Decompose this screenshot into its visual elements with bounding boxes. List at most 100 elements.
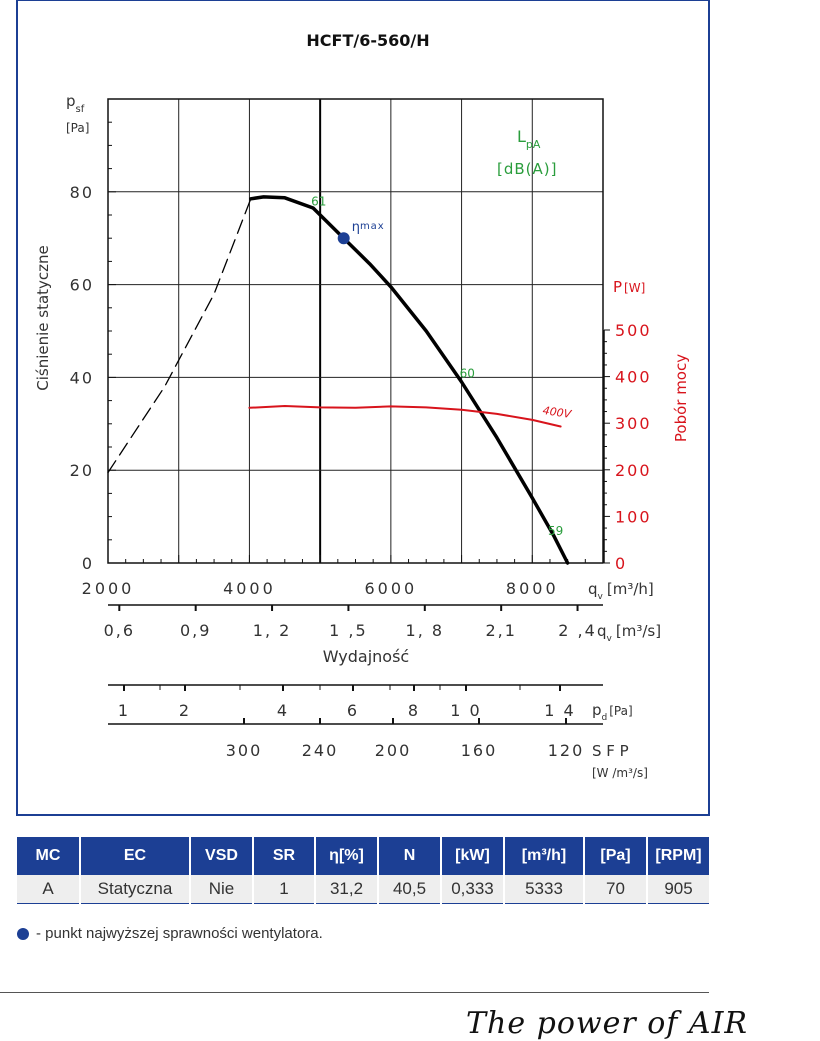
lpa-symbol: LpA xyxy=(517,127,541,151)
series-line-2 xyxy=(249,195,570,565)
pd-scale: 1 2 4 6 8 1 0 1 4 xyxy=(108,684,603,720)
y-axis-symbol-sub: sf xyxy=(76,104,85,115)
sound-level-label: 59 xyxy=(548,524,563,538)
table-header-cell: EC xyxy=(80,837,191,875)
y2-tick-label: 0 xyxy=(615,554,627,573)
x-axis-symbol-q: q xyxy=(588,580,598,598)
table-header-cell: [RPM] xyxy=(647,837,709,875)
table-header-cell: MC xyxy=(17,837,81,875)
m3s-axis-symbol-q: q xyxy=(597,622,607,640)
table-header-cell: [Pa] xyxy=(584,837,648,875)
table-cell: 31,2 xyxy=(315,875,379,904)
m3s-tick-label: 1, 2 xyxy=(253,621,292,640)
brand-logo: The power of AIR xyxy=(466,1006,749,1041)
lpa-symbol-sub: pA xyxy=(526,138,541,151)
m3s-scale: 0,6 0,9 1, 2 1 ,5 1, 8 2,1 2 ,4 xyxy=(104,604,603,640)
pd-tick-label: 2 xyxy=(179,701,191,720)
table-cell: A xyxy=(17,875,81,904)
pd-axis-symbol-sub: d xyxy=(602,713,608,723)
efficiency-point-label: ηmax xyxy=(352,220,385,235)
sound-level-label: 60 xyxy=(460,366,475,380)
sfp-tick-label: 120 xyxy=(548,741,585,760)
pd-axis-symbol: pd [Pa] xyxy=(592,701,633,723)
pd-tick-label: 1 0 xyxy=(450,701,481,720)
y-axis-symbol: psf xyxy=(66,92,85,115)
m3s-tick-label: 1 ,5 xyxy=(329,621,368,640)
y2-tick-label: 300 xyxy=(615,414,652,433)
y-tick-label: 0 xyxy=(82,554,94,573)
pd-tick-label: 1 4 xyxy=(544,701,575,720)
efficiency-point-marker xyxy=(337,232,350,245)
m3s-tick-label: 0,9 xyxy=(180,621,211,640)
m3s-tick-label: 1, 8 xyxy=(406,621,445,640)
y-tick-label: 80 xyxy=(70,183,94,202)
lpa-unit: [dB(A)] xyxy=(497,160,557,178)
sfp-scale: 300 240 200 160 120 xyxy=(108,718,603,760)
lpa-symbol-l: L xyxy=(517,127,526,146)
sfp-tick-label: 240 xyxy=(302,741,339,760)
m3s-tick-label: 0,6 xyxy=(104,621,135,640)
y2-axis-unit: [W] xyxy=(624,281,645,295)
table-cell: 5333 xyxy=(504,875,585,904)
table-row: A Statyczna Nie 1 31,2 40,5 0,333 5333 70 905 xyxy=(17,875,709,904)
y2-axis-symbol-p: P xyxy=(613,278,622,296)
performance-chart: HCFT/6-560/H Ciśnienie statyczne psf [Pa… xyxy=(16,0,710,816)
pd-axis-unit: [Pa] xyxy=(609,704,632,718)
sfp-tick-label: 200 xyxy=(375,741,412,760)
table-header-cell: SR xyxy=(253,837,316,875)
series-line-1 xyxy=(107,198,252,474)
y2-axis-title: Pobór mocy xyxy=(672,354,690,442)
legend-note: - punkt najwyższej sprawności wentylator… xyxy=(17,925,323,942)
table-header-cell: [m³/h] xyxy=(504,837,585,875)
table-cell: Statyczna xyxy=(80,875,191,904)
m3s-axis-symbol-sub: v xyxy=(607,634,613,644)
sound-level-label: 61 xyxy=(311,195,326,209)
x-axis-title: Wydajność xyxy=(323,647,409,666)
x-axis-ticks: 2000 4000 6000 8000 xyxy=(82,555,604,598)
spec-table: MC EC VSD SR η[%] N [kW] [m³/h] [Pa] [RPM] A Staty… xyxy=(17,837,709,904)
pd-tick-label: 4 xyxy=(277,701,289,720)
y-tick-label: 40 xyxy=(70,368,94,387)
y-axis-ticks: 0 20 40 60 80 xyxy=(70,98,116,573)
x-tick-label: 8000 xyxy=(506,579,559,598)
efficiency-point-label-eta: η xyxy=(352,220,360,235)
y2-tick-label: 100 xyxy=(615,507,652,526)
series-name-label: 400V xyxy=(542,404,574,421)
legend-note-text: - punkt najwyższej sprawności wentylator… xyxy=(36,925,323,942)
pd-tick-label: 6 xyxy=(347,701,359,720)
efficiency-point-label-max: max xyxy=(360,221,385,232)
m3s-axis-symbol: qv [m³/s] xyxy=(597,622,661,644)
m3s-tick-label: 2,1 xyxy=(485,621,516,640)
sfp-tick-label: 160 xyxy=(461,741,498,760)
table-header-row: MC EC VSD SR η[%] N [kW] [m³/h] [Pa] [RPM] xyxy=(17,837,709,875)
efficiency-point-icon xyxy=(17,927,29,940)
y2-tick-label: 500 xyxy=(615,321,652,340)
pd-axis-symbol-p: p xyxy=(592,701,602,719)
m3s-tick-label: 2 ,4 xyxy=(558,621,597,640)
m3s-axis-unit: [m³/s] xyxy=(616,622,661,640)
table-cell: 0,333 xyxy=(441,875,505,904)
annotation-layer: 61 60 59 ηmax xyxy=(311,195,563,538)
y-axis-symbol-p: p xyxy=(66,92,76,110)
y2-tick-label: 400 xyxy=(615,368,652,387)
series-line-3 xyxy=(248,405,562,428)
pd-tick-label: 1 xyxy=(118,701,130,720)
x-axis-unit: [m³/h] xyxy=(607,580,654,598)
y2-tick-label: 200 xyxy=(615,461,652,480)
table-cell: Nie xyxy=(190,875,254,904)
sfp-axis-title: S F P xyxy=(592,742,629,760)
series-layer: 400V xyxy=(107,195,574,565)
table-cell: 1 xyxy=(253,875,316,904)
x-tick-label: 4000 xyxy=(223,579,276,598)
y2-axis-symbol: P [W] xyxy=(613,278,645,296)
footer-divider xyxy=(0,992,709,993)
x-tick-label: 2000 xyxy=(82,579,135,598)
x-axis-symbol-sub: v xyxy=(598,592,604,602)
table-cell: 905 xyxy=(647,875,709,904)
pd-tick-label: 8 xyxy=(408,701,420,720)
table-header-cell: η[%] xyxy=(315,837,379,875)
y-tick-label: 20 xyxy=(70,461,94,480)
sfp-tick-label: 300 xyxy=(226,741,263,760)
y-axis-title: Ciśnienie statyczne xyxy=(34,245,52,391)
table-cell: 70 xyxy=(584,875,648,904)
